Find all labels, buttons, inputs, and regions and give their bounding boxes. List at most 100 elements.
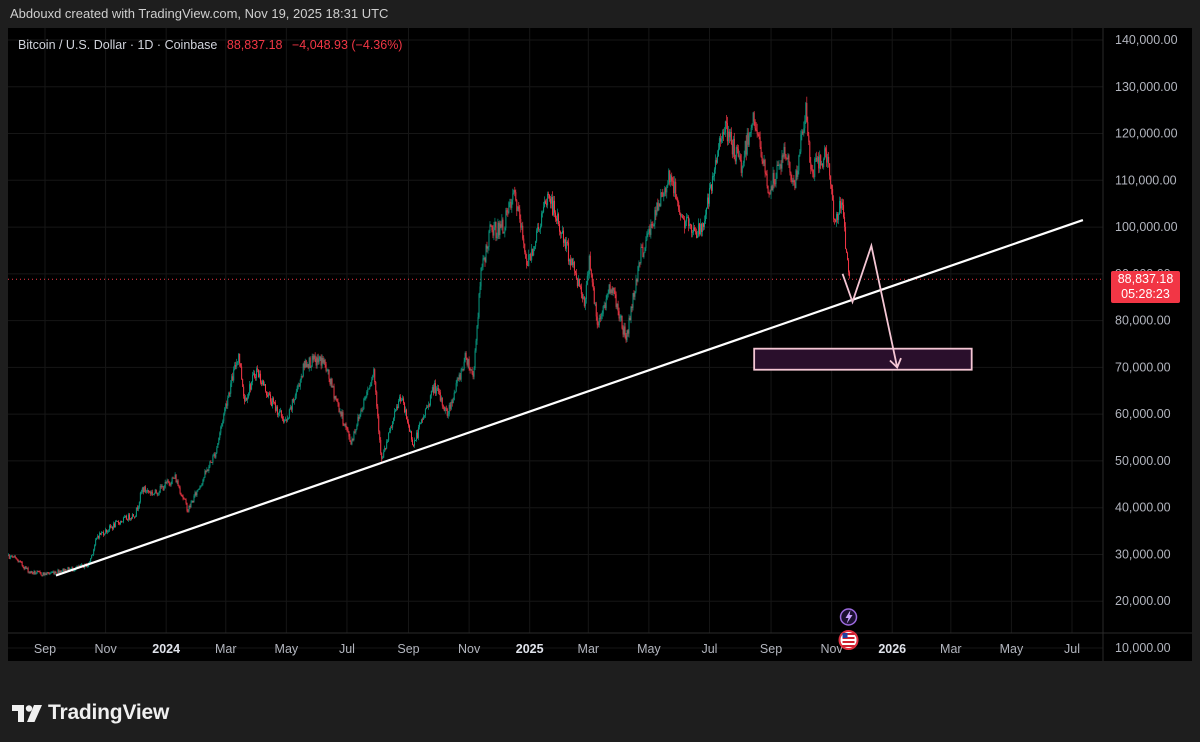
candle-body <box>453 392 455 400</box>
candle-body <box>637 266 639 282</box>
candle-body <box>524 243 526 253</box>
candle <box>386 439 388 450</box>
candle <box>22 565 24 569</box>
candle-body <box>466 357 468 365</box>
candle-body <box>368 388 370 390</box>
candle <box>362 406 364 413</box>
candle <box>444 406 446 414</box>
candle <box>590 268 592 278</box>
candle-body <box>117 521 119 524</box>
candle-body <box>10 555 12 557</box>
candle-body <box>451 401 453 404</box>
candle-body <box>43 572 45 575</box>
candle <box>621 315 623 330</box>
candle-body <box>260 373 262 383</box>
candle-body <box>766 173 768 187</box>
candle-body <box>632 293 634 308</box>
candle-body <box>734 159 736 162</box>
candle-body <box>197 489 199 491</box>
candle <box>612 287 614 296</box>
candle <box>51 571 53 574</box>
candle-body <box>418 423 420 428</box>
candle <box>272 396 274 405</box>
candle <box>746 127 748 156</box>
candle <box>818 152 820 174</box>
candle <box>31 570 33 575</box>
candle <box>189 503 191 509</box>
candle-body <box>56 573 58 574</box>
candle-body <box>615 294 617 307</box>
candle-body <box>814 158 816 178</box>
candle-body <box>627 330 629 334</box>
candle <box>408 419 410 428</box>
candle <box>527 260 529 267</box>
chart-panel[interactable]: 140,000.00 130,000.00 120,000.00 110,000.00… <box>8 28 1192 661</box>
candle <box>596 312 598 329</box>
candle <box>167 479 169 483</box>
candle <box>318 355 320 365</box>
candle-body <box>762 161 764 164</box>
candle <box>584 297 586 311</box>
candle <box>262 379 264 386</box>
candle-body <box>512 193 514 200</box>
candle <box>240 363 242 368</box>
candle-body <box>631 306 633 308</box>
candle <box>677 196 679 207</box>
candle <box>767 185 769 194</box>
candle-body <box>713 169 715 177</box>
candle <box>730 127 732 145</box>
candle-body <box>710 184 712 191</box>
candle-body <box>508 202 510 213</box>
candle-body <box>361 410 363 412</box>
candle <box>371 376 373 387</box>
candle-body <box>560 233 562 234</box>
candle <box>721 129 723 143</box>
candle-body <box>462 369 464 371</box>
candle-body <box>841 202 843 209</box>
candle-body <box>493 227 495 236</box>
candle-body <box>149 492 151 494</box>
candle-body <box>644 247 646 253</box>
candle-body <box>619 317 621 319</box>
candle <box>563 238 565 247</box>
candle <box>282 416 284 424</box>
candle-body <box>190 502 192 508</box>
candle-body <box>359 414 361 419</box>
candle-body <box>464 353 466 362</box>
candle <box>369 384 371 390</box>
candle-body <box>405 409 407 413</box>
candle-body <box>634 291 636 297</box>
candle-body <box>716 156 718 163</box>
price-chart[interactable]: 140,000.00130,000.00120,000.00110,000.00… <box>8 28 1192 661</box>
candle <box>748 131 750 147</box>
candle-body <box>807 122 809 136</box>
candle <box>772 166 774 192</box>
candle <box>625 333 627 343</box>
candle <box>665 186 667 197</box>
candle <box>120 520 122 523</box>
candle-body <box>382 457 384 459</box>
candle-body <box>693 227 695 233</box>
candle-body <box>261 382 263 385</box>
candle <box>374 368 376 385</box>
candle <box>233 366 235 383</box>
candle <box>185 498 187 505</box>
candle <box>844 212 846 232</box>
candle-body <box>115 521 117 528</box>
y-tick-label: 60,000.00 <box>1115 407 1171 421</box>
candle-body <box>336 398 338 402</box>
candle <box>165 481 167 484</box>
candle-body <box>126 519 128 521</box>
candle-body <box>686 217 688 222</box>
candle-body <box>15 557 17 560</box>
candle <box>608 284 610 295</box>
candle <box>719 133 721 147</box>
candle <box>212 454 214 465</box>
candle <box>300 373 302 383</box>
candle <box>735 145 737 165</box>
tradingview-logo[interactable]: TradingView <box>12 701 169 725</box>
candle-body <box>278 410 280 413</box>
symbol-legend[interactable]: Bitcoin / U.S. Dollar · 1D · Coinbase 88… <box>18 38 402 52</box>
candle <box>400 394 402 404</box>
candle-body <box>509 202 511 204</box>
